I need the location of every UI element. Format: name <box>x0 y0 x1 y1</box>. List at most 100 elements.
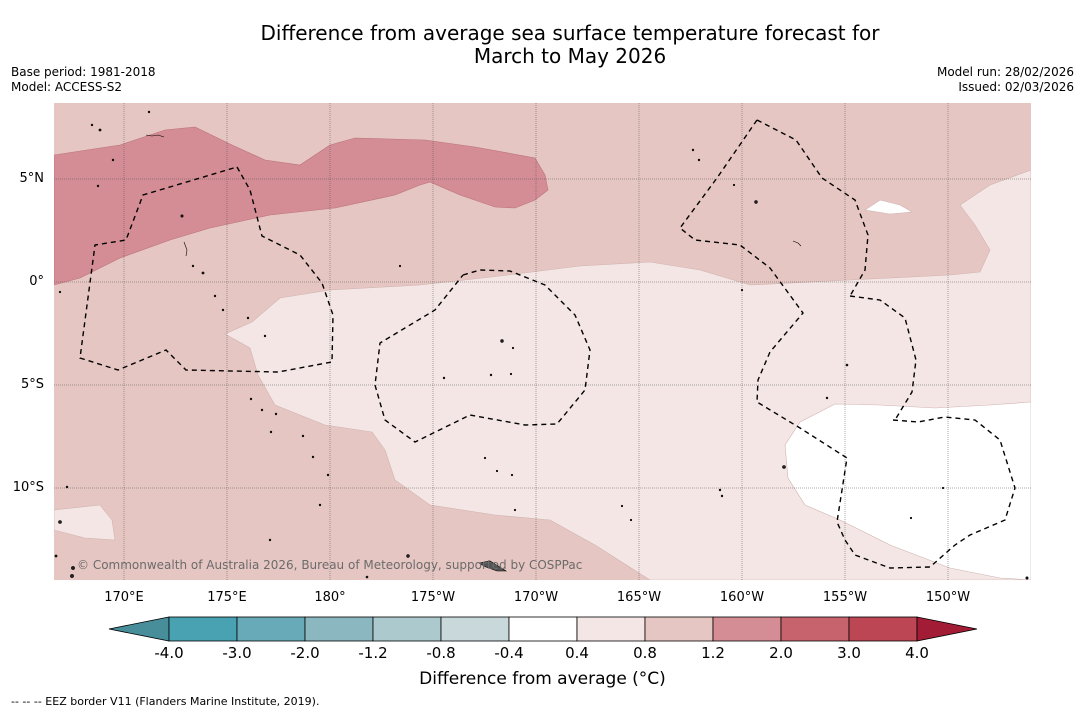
island-cluster <box>478 560 508 572</box>
lon-label: 175°W <box>410 590 456 605</box>
meta-right: Model run: 28/02/2026 Issued: 02/03/2026 <box>937 65 1074 95</box>
island <box>301 434 305 438</box>
island <box>754 200 758 204</box>
island <box>213 294 217 298</box>
colorbar-tick-label: -0.4 <box>494 644 524 662</box>
island <box>406 554 410 558</box>
colorbar-tick-label: 0.8 <box>633 644 657 662</box>
colorbar-extend-high <box>916 616 978 642</box>
colorbar-segment <box>576 616 646 642</box>
island <box>311 455 315 459</box>
island <box>326 473 330 477</box>
island <box>909 516 913 520</box>
eez-kiribati-line <box>756 119 869 297</box>
island <box>58 520 62 524</box>
island <box>54 554 58 558</box>
island <box>509 372 513 376</box>
eez-french-polynesia <box>836 416 1016 569</box>
anomaly-patch-southwest <box>54 504 116 541</box>
island <box>70 574 74 578</box>
island <box>697 158 701 162</box>
lon-label: 150°W <box>925 590 971 605</box>
title-line-1: Difference from average sea surface temp… <box>260 21 880 45</box>
lon-label: 170°W <box>513 590 559 605</box>
colorbar-tick-label: -4.0 <box>154 644 184 662</box>
lon-label: 180° <box>314 590 346 605</box>
island <box>274 412 278 416</box>
colorbar-segment <box>168 616 238 642</box>
colorbar-segment <box>508 616 578 642</box>
island <box>483 456 487 460</box>
colorbar-tick-label: 1.2 <box>701 644 725 662</box>
island <box>365 575 369 579</box>
island <box>183 241 188 257</box>
colorbar <box>108 616 978 642</box>
island <box>691 148 695 152</box>
island <box>495 469 499 473</box>
colorbar-segment <box>780 616 850 642</box>
lon-label: 175°E <box>207 590 247 605</box>
island <box>246 316 250 320</box>
lon-label: 170°E <box>104 590 144 605</box>
island <box>191 264 195 268</box>
island <box>511 346 515 350</box>
colorbar-tick-label: 2.0 <box>769 644 793 662</box>
meta-left: Base period: 1981-2018 Model: ACCESS-S2 <box>11 65 156 95</box>
island <box>442 376 446 380</box>
lat-label: 5°S <box>20 377 44 392</box>
eez-kiribati-gilbert <box>79 166 334 373</box>
colorbar-segment <box>304 616 374 642</box>
lat-label: 0° <box>29 274 44 289</box>
island <box>249 397 253 401</box>
island <box>71 566 75 570</box>
island <box>58 290 62 294</box>
eez-border-legend: -- -- -- EEZ border V11 (Flanders Marine… <box>11 695 320 708</box>
island <box>510 473 514 477</box>
island <box>268 538 272 542</box>
graticule <box>54 103 1031 580</box>
colorbar-tick-label: -2.0 <box>290 644 320 662</box>
anomaly-band-1.2-2.0 <box>54 126 549 286</box>
lon-label: 165°W <box>616 590 662 605</box>
eez-kiribati-line-west <box>679 119 848 523</box>
colorbar-tick-label: 4.0 <box>905 644 929 662</box>
colorbar-segment <box>644 616 714 642</box>
copyright-notice: © Commonwealth of Australia 2026, Bureau… <box>77 558 583 572</box>
colorbar-tick-label: -3.0 <box>222 644 252 662</box>
island <box>260 408 264 412</box>
island <box>845 363 849 367</box>
lon-label: 160°W <box>719 590 765 605</box>
colorbar-segment <box>848 616 918 642</box>
map-area <box>54 103 1031 580</box>
islands <box>54 110 1029 580</box>
island <box>732 183 736 187</box>
island <box>318 503 322 507</box>
island <box>941 486 945 490</box>
model-name: Model: ACCESS-S2 <box>11 80 123 94</box>
eez-borders <box>79 119 1016 569</box>
island <box>221 308 225 312</box>
colorbar-segment <box>372 616 442 642</box>
island <box>111 158 115 162</box>
colorbar-tick-label: 3.0 <box>837 644 861 662</box>
colorbar-tick-label: 0.4 <box>565 644 589 662</box>
island <box>201 271 205 275</box>
island <box>718 488 722 492</box>
colorbar-title: Difference from average (°C) <box>419 669 666 689</box>
island <box>782 465 786 469</box>
island <box>740 288 744 292</box>
colorbar-segment <box>440 616 510 642</box>
island <box>620 504 624 508</box>
island <box>145 134 165 138</box>
island <box>147 110 151 114</box>
island <box>263 334 267 338</box>
island <box>489 373 493 377</box>
island <box>398 264 402 268</box>
colorbar-extend-low <box>108 616 170 642</box>
title-line-2: March to May 2026 <box>473 44 667 68</box>
island <box>96 184 100 188</box>
lat-label: 10°S <box>12 480 44 495</box>
colorbar-segment <box>712 616 782 642</box>
island <box>180 214 184 218</box>
